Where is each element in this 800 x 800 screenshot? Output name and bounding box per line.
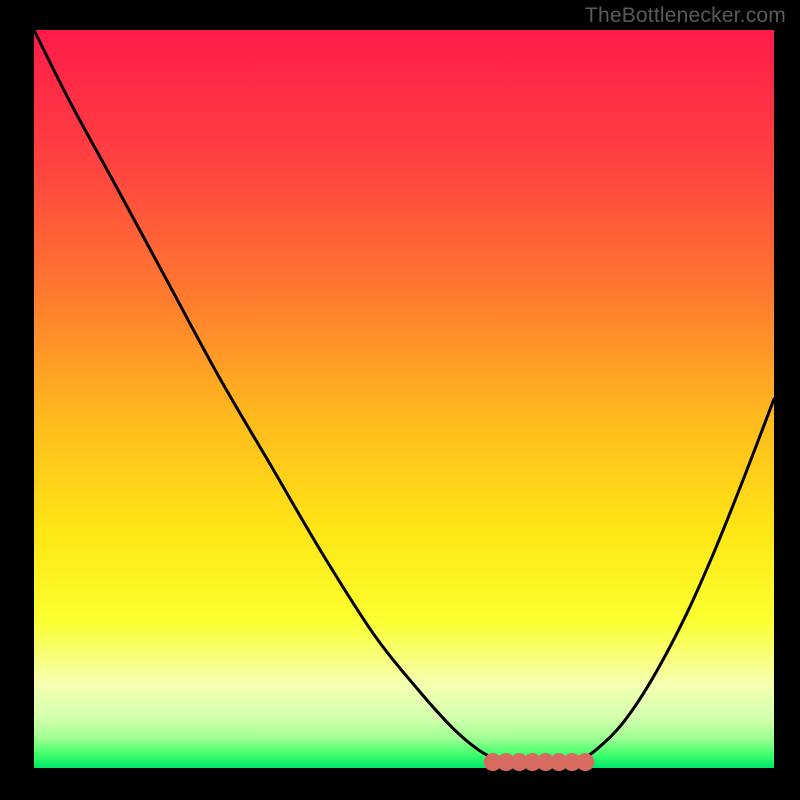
bottleneck-chart — [0, 0, 800, 800]
valley-marker-dot — [576, 753, 594, 771]
